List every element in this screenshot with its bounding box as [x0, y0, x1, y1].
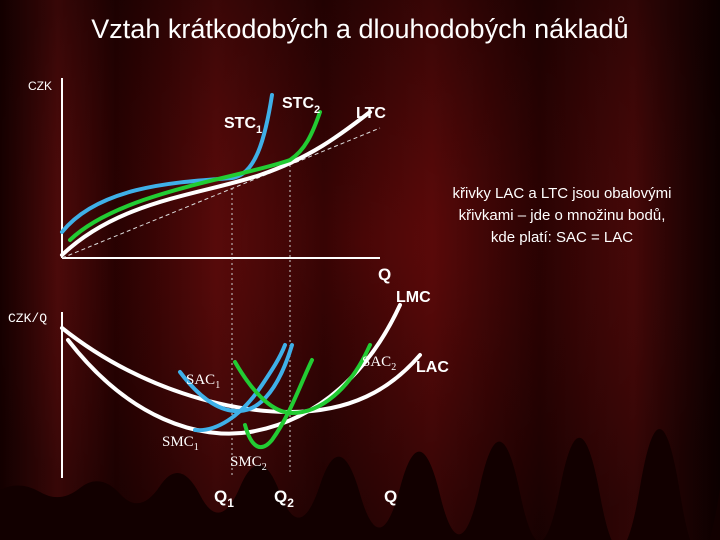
lmc-curve	[66, 303, 402, 436]
q2-label: Q2	[274, 487, 294, 510]
stc1-label: STC1	[224, 115, 262, 136]
text-part: SAC	[186, 372, 215, 388]
curtain-fringe	[0, 429, 720, 540]
smc2-label: SMC2	[230, 454, 267, 473]
text-part: 2	[391, 362, 396, 373]
lac-label: LAC	[416, 359, 449, 376]
smc1-curve	[193, 343, 287, 433]
stc2-label: STC2	[282, 95, 320, 116]
q1-label: Q1	[214, 487, 234, 510]
ltc-curve	[60, 110, 372, 257]
sac1-label: SAC1	[186, 372, 220, 391]
text-part: 2	[287, 496, 294, 510]
sac2-label: SAC2	[362, 354, 396, 373]
ltc-label: LTC	[356, 105, 386, 122]
q-label: Q	[384, 487, 397, 506]
text-part: Q	[274, 487, 287, 506]
y-axis-label: CZK/Q	[8, 311, 47, 326]
lmc-label: LMC	[396, 289, 431, 306]
text-part: Q	[214, 487, 227, 506]
sac2-curve	[233, 343, 372, 416]
tangent-line	[61, 127, 381, 259]
text-part: 1	[215, 380, 220, 391]
smc1-label: SMC1	[162, 434, 199, 453]
text-part: 1	[227, 496, 234, 510]
text-part: SMC	[162, 434, 194, 450]
title: Vztah krátkodobých a dlouhodobých náklad…	[91, 14, 628, 44]
note-line: křivky LAC a LTC jsou obalovými	[453, 185, 672, 202]
text-part: STC	[282, 95, 314, 112]
text-part: 1	[256, 124, 262, 136]
note-line: kde platí: SAC = LAC	[491, 229, 633, 246]
text-part: STC	[224, 115, 256, 132]
text-part: 1	[194, 442, 199, 453]
note-line: křivkami – jde o množinu bodů,	[459, 207, 666, 224]
text-part: SMC	[230, 454, 262, 470]
smc2-curve	[243, 358, 314, 450]
stc2-curve	[68, 110, 322, 242]
x-axis-label: Q	[378, 265, 391, 284]
text-part: 2	[314, 104, 320, 116]
y-axis-label: CZK	[28, 79, 52, 93]
text-part: SAC	[362, 354, 391, 370]
text-part: 2	[262, 462, 267, 473]
